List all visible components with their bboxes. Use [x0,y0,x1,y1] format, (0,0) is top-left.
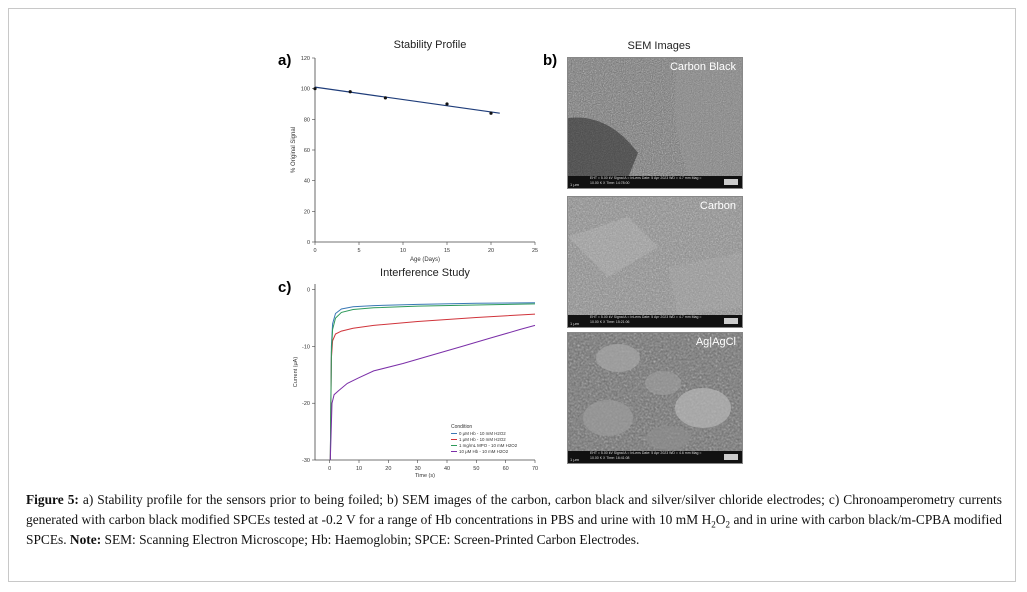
x-axis-label: Age (Days) [410,257,440,263]
sem-image-carbon-black: Carbon Black 1 μm EHT = 5.00 kV Signal A… [567,57,743,189]
panel-b-label: b) [543,52,558,69]
panel-a-label: a) [278,52,292,69]
x-tick-label: 15 [444,248,450,254]
panel-c-label: c) [278,279,292,296]
y-tick-label: -20 [302,401,310,407]
figure-label: Figure 5: [26,492,79,507]
interference-chart: 0 10 20 30 40 50 60 70 0 -10 -20 -30 Time (s) Current… [293,284,538,479]
caption-text-3: and in urine with carbon black/m-CPBA mo… [26,512,1002,547]
legend-entry-1: 1 μM Hb - 10 mM H2O2 [459,437,506,442]
x-tick-label: 10 [400,248,406,254]
sem-footer-carbon-black: EHT = 5.00 kV Signal A = InLens Date: 5 … [590,176,702,185]
caption-text-1: a) Stability profile for the sensors pri… [26,492,1002,527]
y-tick-label: 0 [307,288,310,294]
note-label: Note: [69,532,102,547]
sem-texture-carbon [568,197,742,327]
figure-caption: Figure 5: a) Stability profile for the s… [26,490,1002,550]
x-tick-label: 20 [385,466,391,472]
data-point [445,102,449,106]
y-tick-label: 100 [301,87,310,93]
x-axis-label: Time (s) [415,473,435,479]
caption-text-4: SEM: Scanning Electron Microscope; Hb: H… [101,532,640,547]
y-tick-label: 60 [304,148,310,154]
sem-scale-ag-agcl: 1 μm [570,457,579,462]
zeiss-logo-icon [724,454,738,460]
x-tick-label: 30 [415,466,421,472]
y-tick-label: 40 [304,179,310,185]
y-axis-label: Current (μA) [293,357,299,388]
x-tick-label: 40 [444,466,450,472]
y-axis-label: % Original Signal [291,127,297,173]
stability-chart: 0 5 10 15 20 25 0 20 40 60 80 100 120 Age (Days) % Ori… [291,56,538,263]
x-tick-label: 5 [357,248,360,254]
figure-frame [8,8,1016,582]
x-tick-label: 50 [473,466,479,472]
legend-title: Condition [451,424,472,430]
sem-texture-ag-agcl [568,333,742,463]
x-tick-label: 60 [503,466,509,472]
x-tick-label: 25 [532,248,538,254]
series-line-3 [329,324,536,461]
x-tick-label: 20 [488,248,494,254]
sem-label-carbon-black: Carbon Black [669,61,736,73]
data-point [489,111,493,115]
fit-line [314,86,500,114]
y-tick-label: -10 [302,344,310,350]
legend-entry-2: 1 mg/mL MPO - 10 mM H2O2 [459,443,518,448]
y-tick-label: -30 [302,458,310,464]
y-tick-label: 0 [307,240,310,246]
stability-chart-title: Stability Profile [393,39,467,51]
series-line-2 [329,303,536,461]
data-point [313,87,317,91]
sem-scale-carbon-black: 1 μm [570,182,579,187]
sem-images-title: SEM Images [627,40,691,52]
y-tick-label: 20 [304,209,310,215]
sem-footer-ag-agcl: EHT = 5.00 kV Signal A = InLens Date: 5 … [590,451,702,460]
caption-sub-2: 2 [725,519,730,530]
x-tick-label: 70 [532,466,538,472]
interference-chart-title: Interference Study [380,267,470,279]
sem-label-carbon: Carbon [699,200,736,212]
data-point [348,90,352,94]
data-point [383,96,387,100]
zeiss-logo-icon [724,179,738,185]
x-tick-label: 0 [313,248,316,254]
legend-entry-0: 0 μM Hb - 10 mM H2O2 [459,431,506,436]
caption-text-2: O [715,512,726,527]
x-tick-label: 10 [356,466,362,472]
y-tick-label: 120 [301,56,310,62]
sem-image-carbon: Carbon 1 μm EHT = 5.00 kV Signal A = InL… [567,196,743,328]
sem-image-ag-agcl: Ag|AgCl 1 μm EHT = 5.00 kV Signal A = In… [567,332,743,464]
zeiss-logo-icon [724,318,738,324]
sem-scale-carbon: 1 μm [570,321,579,326]
sem-footer-carbon: EHT = 5.00 kV Signal A = InLens Date: 5 … [590,315,702,324]
sem-label-ag-agcl: Ag|AgCl [695,336,736,348]
sem-texture-carbon-black [568,58,742,188]
caption-sub-1: 2 [711,519,716,530]
x-tick-label: 0 [328,466,331,472]
legend-entry-3: 10 μM Hb - 10 mM H2O2 [459,449,509,454]
y-tick-label: 80 [304,117,310,123]
